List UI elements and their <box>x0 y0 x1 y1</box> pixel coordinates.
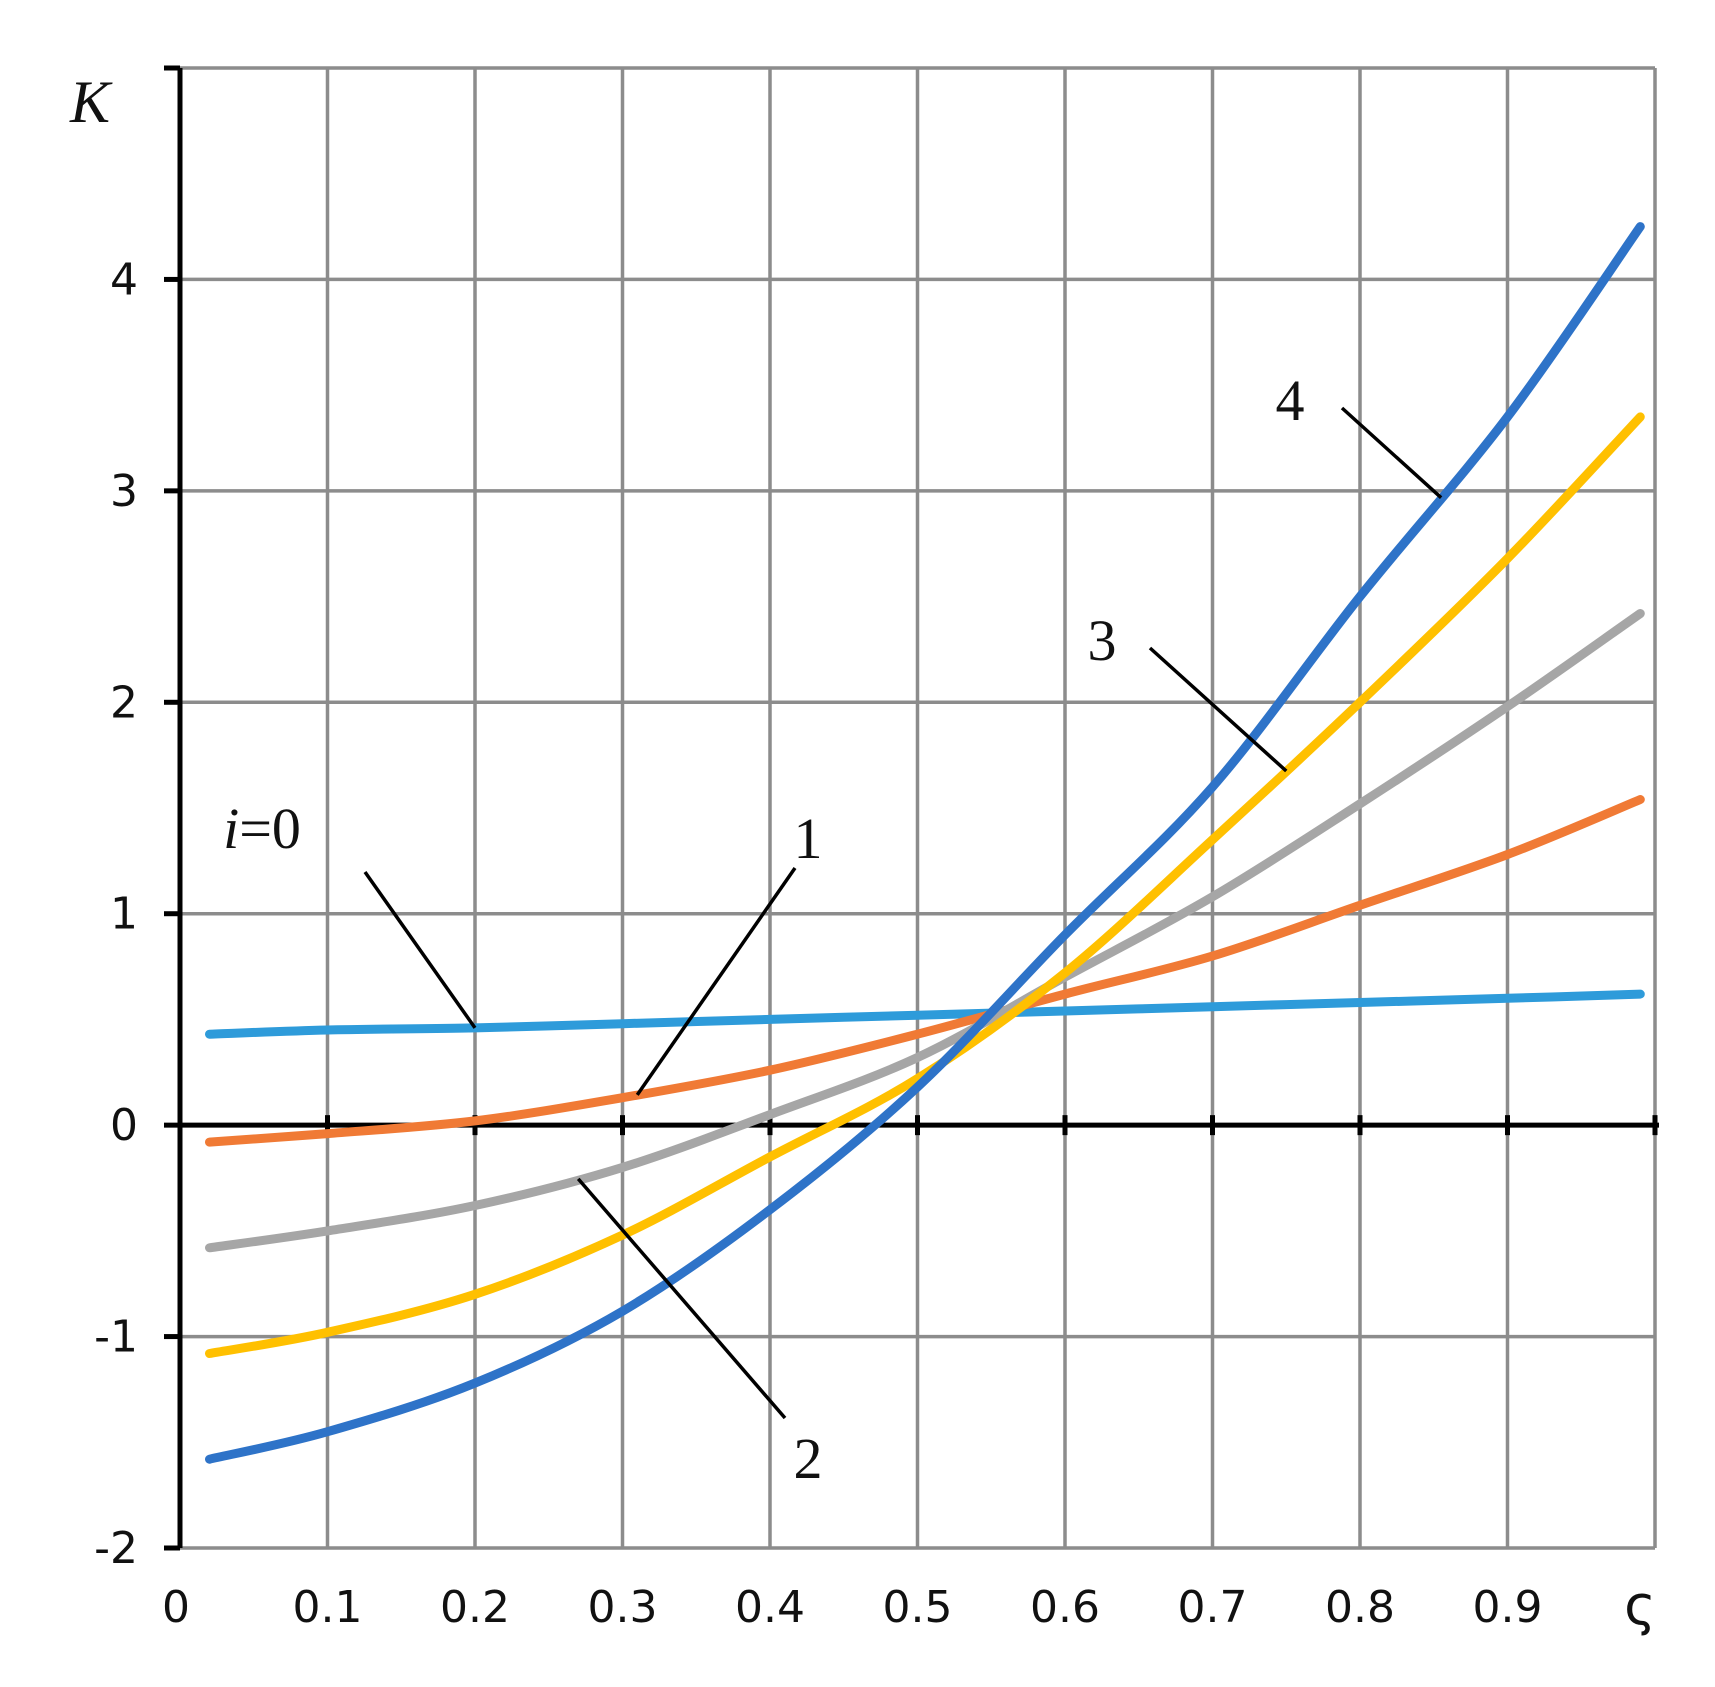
x-tick-label: 0.4 <box>735 1582 805 1633</box>
y-tick-label: 1 <box>110 889 138 940</box>
y-tick-label: 0 <box>110 1100 138 1151</box>
y-tick-label: -1 <box>94 1312 138 1363</box>
x-axis-title: ς <box>1624 1574 1656 1637</box>
leader-line-4 <box>1340 406 1443 500</box>
series-line-2 <box>205 609 1645 1253</box>
series-line-4 <box>205 222 1645 1464</box>
series-label-1: 1 <box>794 806 823 871</box>
series-label-3: 3 <box>1088 608 1117 673</box>
axes <box>164 65 1659 1551</box>
x-tick-label: 0.9 <box>1473 1582 1543 1633</box>
leader-line-0 <box>363 870 477 1029</box>
series-line-0 <box>205 989 1645 1039</box>
y-tick-label: -2 <box>94 1523 138 1574</box>
label-leader-lines <box>363 406 1443 1420</box>
y-tick-label: 2 <box>110 677 138 728</box>
series-label-0: i=0 <box>223 796 301 861</box>
y-tick-label: 4 <box>110 254 138 305</box>
x-tick-label: 0.3 <box>588 1582 658 1633</box>
series-label-2: 2 <box>794 1426 823 1491</box>
x-tick-label: 0.1 <box>293 1582 363 1633</box>
series-line-1 <box>205 795 1645 1147</box>
x-tick-label: 0.5 <box>883 1582 953 1633</box>
x-tick-label: 0.6 <box>1030 1582 1100 1633</box>
y-tick-label: 3 <box>110 466 138 517</box>
leader-line-1 <box>635 867 797 1096</box>
y-axis-title: K <box>69 69 113 135</box>
x-tick-label: 0 <box>162 1582 190 1633</box>
x-tick-label: 0.7 <box>1178 1582 1248 1633</box>
x-tick-label: 0.2 <box>440 1582 510 1633</box>
leader-line-2 <box>576 1177 787 1420</box>
grid <box>180 66 1657 1550</box>
series-label-4: 4 <box>1276 368 1305 433</box>
labels: -2 -1 0 1 2 3 4 0 0.1 0.2 0.3 0.4 0.5 0.6 0.7 0.8 0.9 Kς i… <box>69 69 1656 1637</box>
curves <box>205 222 1645 1464</box>
leader-line-3 <box>1148 646 1288 773</box>
x-tick-label: 0.8 <box>1325 1582 1395 1633</box>
